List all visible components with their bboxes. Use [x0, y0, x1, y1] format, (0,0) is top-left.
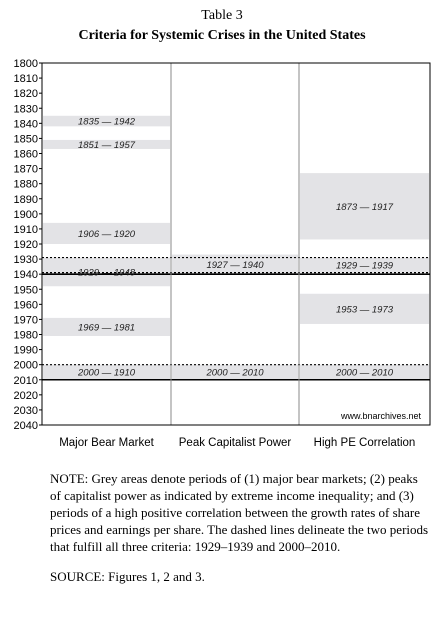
- period-label: 1906 — 1920: [78, 229, 136, 240]
- y-tick-label: 2010: [14, 375, 38, 387]
- y-tick-label: 2030: [14, 405, 38, 417]
- page-title: Criteria for Systemic Crises in the Unit…: [78, 28, 366, 43]
- column-label: Major Bear Market: [59, 437, 154, 449]
- period-label: 1927 — 1940: [206, 260, 264, 271]
- crisis-chart: 1800 1810 1820 1830 1840 1850 1860 1870 1880 1890…: [14, 58, 431, 449]
- period-band: [43, 317, 170, 337]
- source-url: www.bnarchives.net: [340, 411, 422, 421]
- period-band: [300, 364, 429, 380]
- period-label: 2000 — 2010: [205, 368, 264, 379]
- column-label: High PE Correlation: [314, 437, 416, 449]
- period-band: [43, 257, 170, 287]
- y-tick-label: 1980: [14, 330, 38, 342]
- y-tick-label: 1910: [14, 224, 38, 236]
- y-tick-label: 1820: [14, 88, 38, 100]
- source-text: SOURCE: Figures 1, 2 and 3.: [50, 569, 205, 584]
- period-label: 1873 — 1917: [336, 202, 394, 213]
- y-tick-label: 1880: [14, 179, 38, 191]
- y-tick-label: 1960: [14, 299, 38, 311]
- title-block: Table 3 Criteria for Systemic Crises in …: [0, 6, 444, 46]
- y-tick-label: 2020: [14, 390, 38, 402]
- period-band: [300, 257, 429, 273]
- period-band: [172, 254, 298, 275]
- y-tick-label: 1920: [14, 239, 38, 251]
- y-tick-label: 1970: [14, 314, 38, 326]
- y-tick-label: 1860: [14, 149, 38, 161]
- y-tick-label: 1990: [14, 345, 38, 357]
- period-band: [172, 364, 298, 380]
- table-number: Table 3: [201, 8, 243, 23]
- period-band: [43, 139, 170, 149]
- y-tick-label: 1810: [14, 73, 38, 85]
- y-tick-label: 1900: [14, 209, 38, 221]
- y-tick-label: 1840: [14, 118, 38, 130]
- y-tick-label: 1850: [14, 133, 38, 145]
- period-labels: 1835 — 1942 1851 — 1957 1906 — 1920 1929 — …: [77, 117, 394, 379]
- note-text: NOTE: Grey areas denote periods of (1) m…: [50, 471, 429, 554]
- y-tick-label: 1890: [14, 194, 38, 206]
- period-band: [43, 364, 170, 380]
- y-tick-label: 1940: [14, 269, 38, 281]
- y-axis: 1800 1810 1820 1830 1840 1850 1860 1870 1880 1890…: [14, 58, 42, 432]
- period-label: 1969 — 1981: [78, 322, 135, 333]
- period-label: 1929 — 1939: [336, 261, 394, 272]
- year-lines: [42, 256, 430, 381]
- period-label: 2000 — 1910: [77, 368, 136, 379]
- period-bands: [43, 115, 429, 380]
- period-label: 2000 — 2010: [335, 368, 394, 379]
- period-band: [300, 293, 429, 324]
- y-tick-label: 2040: [14, 420, 38, 432]
- period-label: 1953 — 1973: [336, 304, 394, 315]
- period-label: 1851 — 1957: [78, 140, 136, 151]
- column-labels: Major Bear Market Peak Capitalist Power Hi…: [59, 437, 415, 449]
- period-label: 1929 — 1948: [78, 267, 136, 278]
- y-tick-label: 1870: [14, 164, 38, 176]
- y-tick-label: 1950: [14, 284, 38, 296]
- y-tick-label: 1930: [14, 254, 38, 266]
- y-tick-label: 1800: [14, 58, 38, 70]
- y-tick-label: 1830: [14, 103, 38, 115]
- y-tick-label: 2000: [14, 360, 38, 372]
- period-band: [43, 115, 170, 127]
- period-band: [300, 173, 429, 240]
- period-band: [43, 222, 170, 244]
- period-label: 1835 — 1942: [78, 117, 136, 128]
- notes: NOTE: Grey areas denote periods of (1) m…: [50, 470, 430, 598]
- column-label: Peak Capitalist Power: [179, 437, 292, 449]
